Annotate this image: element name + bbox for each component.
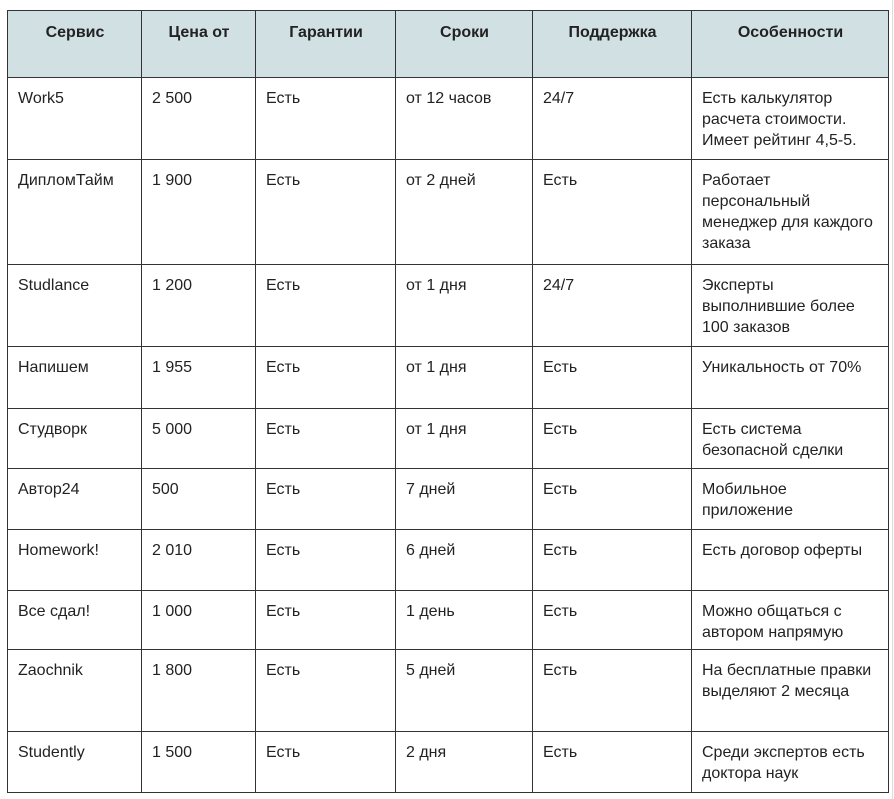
column-header: Сроки [395, 10, 533, 78]
table-cell: от 1 дня [395, 264, 533, 347]
table-cell: Мобильное приложение [691, 468, 889, 530]
table-cell: Есть [255, 77, 396, 160]
table-cell: Есть [532, 731, 692, 793]
table-cell: от 1 дня [395, 346, 533, 409]
table-cell: Студворк [7, 408, 142, 469]
table-cell: Все сдал! [7, 590, 142, 650]
table-cell: Работает персональный менеджер для каждо… [691, 159, 889, 265]
table-cell: Есть [255, 731, 396, 793]
table-cell: Work5 [7, 77, 142, 160]
table-row: Studently 1 500 Есть 2 дня Есть Среди эксперт… [7, 731, 889, 793]
header-row: Сервис Цена от Гарантии Сроки Поддержка Особе… [7, 10, 889, 78]
table-cell: На бесплатные правки выделяют 2 месяца [691, 649, 889, 732]
table-cell: Можно общаться с автором напрямую [691, 590, 889, 650]
table-cell: Zaochnik [7, 649, 142, 732]
table-cell: 24/7 [532, 77, 692, 160]
table-cell: Есть калькулятор расчета стоимости. Имее… [691, 77, 889, 160]
table-cell: от 2 дней [395, 159, 533, 265]
table-cell: 1 200 [141, 264, 256, 347]
table-cell: Есть [255, 264, 396, 347]
table-cell: Есть [255, 590, 396, 650]
column-header: Гарантии [255, 10, 396, 78]
column-header: Сервис [7, 10, 142, 78]
table-cell: 1 900 [141, 159, 256, 265]
table-cell: Studently [7, 731, 142, 793]
column-header: Особенности [691, 10, 889, 78]
table-cell: Homework! [7, 529, 142, 591]
table-cell: 7 дней [395, 468, 533, 530]
table-cell: Эксперты выполнившие более 100 заказов [691, 264, 889, 347]
table-cell: Напишем [7, 346, 142, 409]
table-cell: 1 955 [141, 346, 256, 409]
table-row: Homework! 2 010 Есть 6 дней Есть Есть договор… [7, 529, 889, 591]
table-cell: от 1 дня [395, 408, 533, 469]
table-cell: 1 800 [141, 649, 256, 732]
services-comparison-table: Сервис Цена от Гарантии Сроки Поддержка Особе… [7, 10, 889, 793]
table-cell: Есть [255, 408, 396, 469]
table-cell: Есть [255, 159, 396, 265]
table-cell: Есть [532, 529, 692, 591]
table-cell: 1 день [395, 590, 533, 650]
table-cell: Есть [532, 346, 692, 409]
table-row: ДипломТайм 1 900 Есть от 2 дней Есть Работает… [7, 159, 889, 265]
table-cell: от 12 часов [395, 77, 533, 160]
table-cell: Есть [255, 346, 396, 409]
table-cell: Есть [255, 468, 396, 530]
table-cell: 2 500 [141, 77, 256, 160]
column-header: Цена от [141, 10, 256, 78]
table-cell: 5 дней [395, 649, 533, 732]
table-cell: Среди экспертов есть доктора наук [691, 731, 889, 793]
table-row: Напишем 1 955 Есть от 1 дня Есть Уникальность… [7, 346, 889, 409]
table-row: Zaochnik 1 800 Есть 5 дней Есть На бесплатные… [7, 649, 889, 732]
table-cell: 2 дня [395, 731, 533, 793]
table-cell: Есть [255, 649, 396, 732]
table-cell: Есть [532, 649, 692, 732]
table-row: Все сдал! 1 000 Есть 1 день Есть Можно общать… [7, 590, 889, 650]
table-cell: Есть [532, 590, 692, 650]
table-cell: Есть [532, 159, 692, 265]
table-cell: Есть [532, 468, 692, 530]
table-cell: 24/7 [532, 264, 692, 347]
table-cell: Уникальность от 70% [691, 346, 889, 409]
table-row: Work5 2 500 Есть от 12 часов 24/7 Есть кальку… [7, 77, 889, 160]
table-cell: 6 дней [395, 529, 533, 591]
table-row: Автор24 500 Есть 7 дней Есть Мобильное прилож… [7, 468, 889, 530]
page-edge [892, 0, 893, 799]
table-cell: Studlance [7, 264, 142, 347]
table-cell: Есть [532, 408, 692, 469]
table-cell: ДипломТайм [7, 159, 142, 265]
table-cell: Автор24 [7, 468, 142, 530]
table-row: Studlance 1 200 Есть от 1 дня 24/7 Эксперты в… [7, 264, 889, 347]
column-header: Поддержка [532, 10, 692, 78]
table-cell: 2 010 [141, 529, 256, 591]
table-row: Студворк 5 000 Есть от 1 дня Есть Есть систем… [7, 408, 889, 469]
table-cell: Есть система безопасной сделки [691, 408, 889, 469]
table-cell: Есть договор оферты [691, 529, 889, 591]
table-cell: 1 000 [141, 590, 256, 650]
table-cell: Есть [255, 529, 396, 591]
table-cell: 500 [141, 468, 256, 530]
table-cell: 1 500 [141, 731, 256, 793]
table-cell: 5 000 [141, 408, 256, 469]
